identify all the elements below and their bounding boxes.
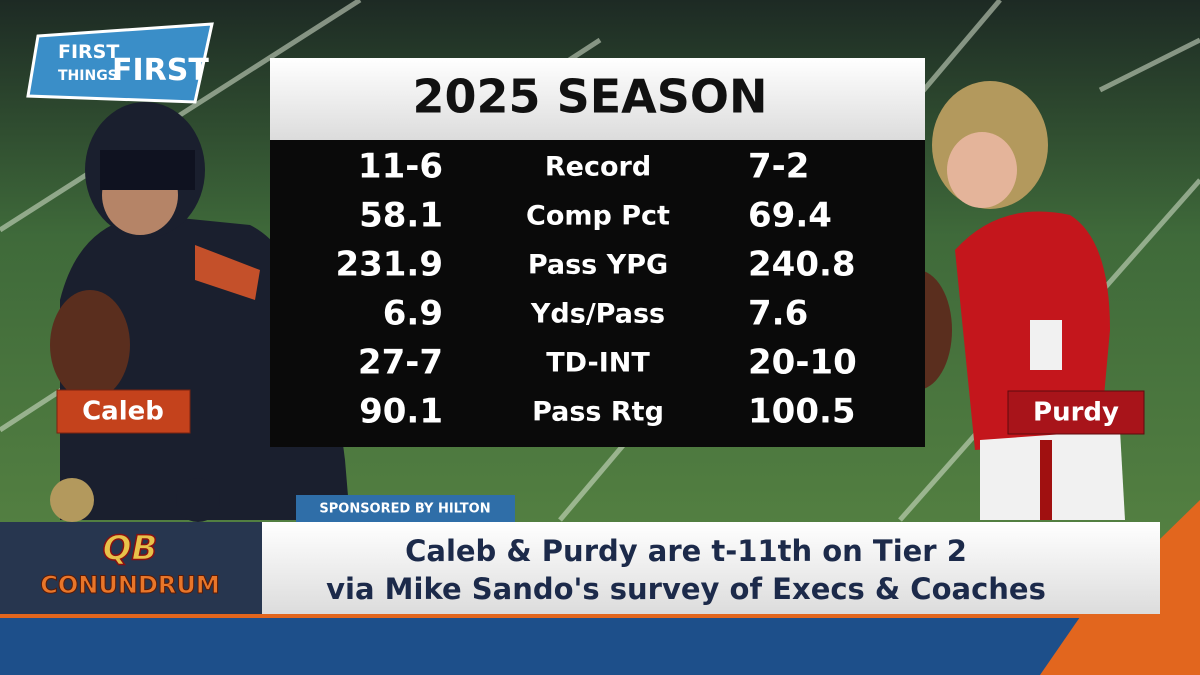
left-value: 27-7 [358,343,443,383]
logo-text: FIRST [58,41,119,63]
right-value: 7-2 [748,147,809,187]
segment-logo: QB CONUNDRUM [0,478,262,614]
right-value: 69.4 [748,196,832,236]
headline: Caleb & Purdy are t-11th on Tier 2 [405,534,967,568]
stat-label: Comp Pct [526,201,670,232]
right-value: 20-10 [748,343,857,383]
sponsor-text: SPONSORED BY HILTON [319,502,490,517]
stats-panel: 2025 SEASON 11-6 Record 7-2 58.1 Comp Pct 69.… [270,58,925,447]
logo-text: THINGS [58,68,118,84]
segment-title: CONUNDRUM [40,571,219,599]
bottom-strip [0,617,1200,675]
name-tag [56,389,191,434]
stat-label: Pass Rtg [532,397,664,428]
left-value: 58.1 [359,196,443,236]
logo-text: FIRST [112,53,209,88]
show-logo: FIRST THINGS FIRST [26,22,214,104]
player-name: Purdy [1033,398,1119,428]
right-value: 100.5 [748,392,856,432]
accent-line [0,612,1200,618]
right-player [882,81,1125,520]
name-tag [1007,390,1145,435]
segment-title: QB [103,529,158,569]
right-value: 240.8 [748,245,856,285]
left-value: 11-6 [358,147,443,187]
headline: via Mike Sando's survey of Execs & Coach… [326,572,1046,606]
panel-body [270,140,925,447]
stat-label: Yds/Pass [530,299,665,330]
left-value: 90.1 [359,392,443,432]
panel-title: 2025 SEASON [413,70,768,124]
left-value: 6.9 [383,294,443,334]
sponsor-tab [296,495,515,522]
panel-header [270,58,925,140]
stat-label: TD-INT [546,348,650,379]
stat-label: Record [545,152,651,183]
stat-label: Pass YPG [528,250,668,281]
right-value: 7.6 [748,294,808,334]
player-name: Caleb [82,397,164,427]
left-value: 231.9 [335,245,443,285]
